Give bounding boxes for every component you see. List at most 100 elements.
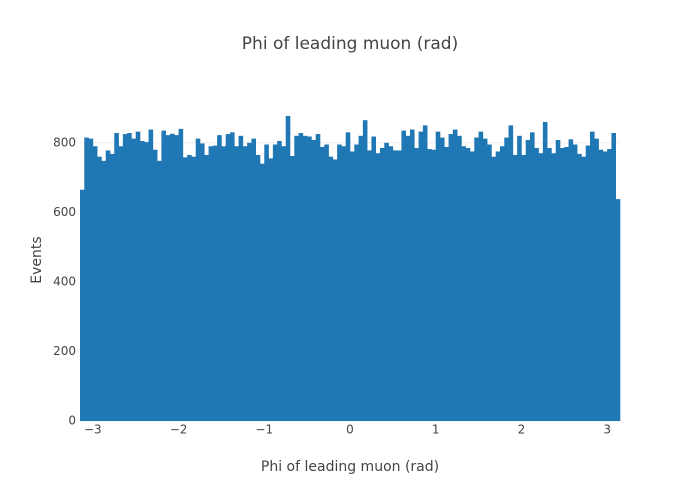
bar bbox=[435, 131, 441, 421]
bar bbox=[538, 153, 544, 421]
bar bbox=[307, 136, 312, 422]
bar bbox=[551, 153, 557, 421]
bar bbox=[242, 146, 248, 421]
bar bbox=[585, 145, 591, 421]
bar bbox=[272, 144, 278, 421]
bar bbox=[122, 134, 128, 421]
bar bbox=[298, 133, 304, 421]
bar bbox=[135, 131, 141, 421]
bar bbox=[534, 147, 539, 421]
bar bbox=[268, 158, 274, 421]
bar bbox=[152, 149, 158, 421]
x-tick-label: 0 bbox=[346, 423, 354, 437]
bar bbox=[187, 154, 192, 421]
x-tick-label: 1 bbox=[432, 423, 440, 437]
bar bbox=[290, 155, 295, 421]
bar bbox=[324, 144, 329, 421]
bar bbox=[564, 146, 569, 421]
bar bbox=[255, 154, 261, 421]
bar bbox=[247, 142, 252, 422]
bar bbox=[452, 129, 458, 421]
bar bbox=[277, 141, 282, 422]
bar bbox=[332, 159, 338, 421]
bar bbox=[431, 149, 437, 421]
bar bbox=[590, 131, 595, 421]
bar bbox=[474, 137, 479, 422]
bar bbox=[302, 135, 308, 421]
bar bbox=[208, 146, 214, 421]
bar bbox=[281, 146, 287, 421]
bar bbox=[174, 135, 179, 421]
bar bbox=[358, 135, 364, 421]
bar bbox=[405, 135, 411, 421]
bar bbox=[525, 139, 531, 422]
bar bbox=[345, 132, 351, 421]
bar bbox=[487, 144, 492, 421]
bar bbox=[375, 153, 381, 421]
bar bbox=[547, 147, 552, 421]
bar bbox=[97, 156, 102, 421]
bar bbox=[165, 135, 171, 421]
bar bbox=[602, 151, 608, 421]
bar bbox=[101, 160, 107, 421]
bar bbox=[144, 142, 149, 422]
bar bbox=[615, 199, 621, 421]
x-tick-label: 2 bbox=[518, 423, 526, 437]
bar bbox=[367, 150, 372, 421]
bar bbox=[178, 128, 184, 421]
bar bbox=[328, 156, 334, 421]
x-tick-label: −3 bbox=[84, 423, 102, 437]
bar bbox=[448, 134, 454, 421]
bar bbox=[457, 135, 462, 421]
bar bbox=[542, 121, 548, 422]
bar bbox=[598, 149, 604, 421]
bar bbox=[362, 120, 368, 422]
bar bbox=[611, 133, 617, 421]
bar bbox=[392, 150, 398, 421]
bar bbox=[388, 146, 394, 421]
y-tick-label: 0 bbox=[68, 414, 76, 428]
bar bbox=[315, 134, 321, 421]
bar bbox=[131, 138, 137, 422]
bar bbox=[500, 146, 505, 421]
bar bbox=[555, 139, 561, 422]
bar bbox=[512, 154, 518, 421]
bar bbox=[495, 151, 501, 421]
bar bbox=[230, 132, 235, 421]
bar bbox=[517, 135, 522, 421]
bar bbox=[311, 139, 317, 422]
bar bbox=[88, 138, 94, 422]
x-tick-label: −2 bbox=[170, 423, 188, 437]
bar bbox=[354, 144, 359, 421]
bar bbox=[260, 163, 265, 421]
bar bbox=[320, 146, 325, 421]
bar bbox=[170, 133, 175, 421]
y-tick-label: 200 bbox=[53, 344, 76, 358]
chart-title: Phi of leading muon (rad) bbox=[242, 34, 458, 54]
bar bbox=[581, 156, 587, 421]
bar bbox=[478, 131, 484, 421]
bar bbox=[384, 142, 389, 422]
bar bbox=[204, 154, 209, 421]
y-axis-title: Events bbox=[29, 236, 45, 283]
bar bbox=[508, 125, 514, 421]
bar bbox=[482, 138, 488, 422]
bar bbox=[238, 135, 244, 421]
bar bbox=[607, 149, 612, 421]
bar bbox=[251, 138, 257, 422]
bar bbox=[461, 146, 467, 421]
bar bbox=[127, 133, 132, 421]
bar bbox=[80, 189, 85, 421]
bar bbox=[148, 129, 154, 421]
y-tick-label: 400 bbox=[53, 274, 76, 288]
bar bbox=[470, 151, 475, 421]
bar bbox=[594, 138, 599, 422]
bar bbox=[465, 147, 471, 421]
bar bbox=[401, 130, 407, 421]
bar bbox=[491, 156, 497, 421]
bar bbox=[337, 144, 342, 421]
bar bbox=[440, 137, 445, 422]
bar bbox=[371, 136, 377, 422]
bar bbox=[118, 146, 124, 421]
bar bbox=[157, 160, 162, 421]
